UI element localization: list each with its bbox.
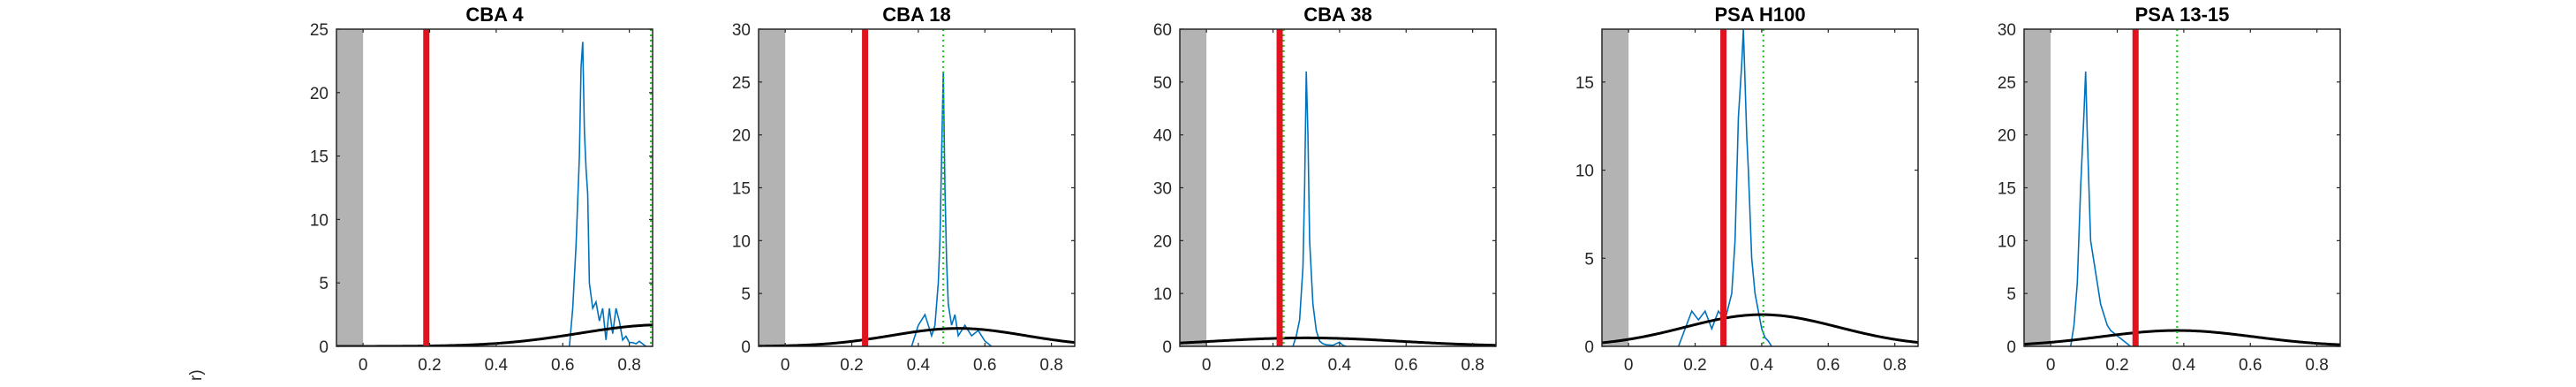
plot-area [2024, 29, 2340, 346]
x-tick-label: 0.4 [485, 356, 509, 375]
y-axis-label-fragment: r) [187, 369, 206, 381]
y-tick-label: 15 [1998, 180, 2016, 199]
x-tick-label: 0.4 [1750, 356, 1774, 375]
plot-area [1602, 29, 1918, 346]
y-tick-label: 15 [310, 148, 329, 167]
distribution-trace [1677, 29, 1772, 346]
distribution-trace [568, 42, 646, 346]
x-tick-label: 0.8 [617, 356, 640, 375]
x-tick-label: 0.2 [1683, 356, 1706, 375]
x-tick-label: 0 [1202, 356, 1212, 375]
gaussian-curve [1180, 336, 1496, 346]
axes-box [336, 28, 653, 347]
chart-title: CBA 18 [882, 4, 950, 26]
y-tick-label: 60 [1153, 21, 1172, 40]
x-tick-label: 0.8 [1883, 356, 1906, 375]
gray-band [1180, 29, 1207, 346]
x-tick-label: 0 [1624, 356, 1634, 375]
x-tick-label: 0.2 [840, 356, 863, 375]
chart-title: PSA H100 [1714, 4, 1805, 26]
y-tick-label: 25 [732, 74, 751, 93]
y-tick-label: 30 [1998, 21, 2016, 40]
x-tick-label: 0.6 [2239, 356, 2262, 375]
y-tick-label: 20 [310, 85, 329, 103]
plot-area [336, 29, 653, 346]
y-tick-label: 40 [1153, 127, 1172, 146]
x-tick-label: 0.4 [1328, 356, 1352, 375]
gaussian-curve [759, 327, 1075, 346]
y-tick-label: 0 [741, 338, 751, 357]
x-tick-label: 0.4 [2172, 356, 2196, 375]
chart-cba-4: 0 0.2 0.4 0.6 0.8 0 5 10 15 20 25 CBA 4 [310, 4, 653, 375]
plot-area [1180, 29, 1496, 346]
y-tick-label: 20 [1998, 127, 2016, 146]
y-tick-label: 5 [319, 275, 329, 293]
gaussian-curve [2024, 329, 2340, 346]
x-tick-label: 0.6 [973, 356, 996, 375]
y-tick-label: 10 [1153, 285, 1172, 304]
y-tick-label: 30 [732, 21, 751, 40]
y-tick-label: 50 [1153, 74, 1172, 93]
x-tick-label: 0.8 [1461, 356, 1484, 375]
x-tick-label: 0 [2046, 356, 2056, 375]
y-tick-label: 10 [732, 232, 751, 251]
chart-title: CBA 38 [1303, 4, 1371, 26]
x-tick-label: 0.2 [1261, 356, 1284, 375]
chart-title: PSA 13-15 [2135, 4, 2230, 26]
y-tick-label: 25 [310, 21, 329, 40]
y-tick-label: 10 [1998, 232, 2016, 251]
y-tick-label: 5 [2006, 285, 2016, 304]
y-tick-label: 5 [741, 285, 751, 304]
x-tick-label: 0.2 [418, 356, 441, 375]
x-tick-label: 0.6 [1394, 356, 1417, 375]
y-tick-label: 15 [732, 180, 751, 199]
y-tick-label: 10 [310, 211, 329, 230]
distribution-trace [1292, 71, 1347, 346]
gray-band [759, 29, 786, 346]
gray-band [1602, 29, 1629, 346]
gray-band [2024, 29, 2051, 346]
gaussian-curve [1602, 313, 1918, 345]
y-tick-label: 30 [1153, 180, 1172, 199]
x-tick-label: 0.8 [1039, 356, 1062, 375]
y-tick-label: 20 [1153, 232, 1172, 251]
y-tick-label: 5 [1584, 250, 1594, 269]
x-tick-label: 0.2 [2105, 356, 2128, 375]
chart-cba-18: 0 0.2 0.4 0.6 0.8 0 5 10 15 20 25 30 CBA 18 [732, 4, 1076, 375]
y-tick-label: 20 [732, 127, 751, 146]
y-tick-label: 0 [1162, 338, 1172, 357]
axes-box [1601, 28, 1919, 347]
x-tick-label: 0.6 [1817, 356, 1839, 375]
y-tick-label: 0 [319, 338, 329, 357]
chart-title: CBA 4 [465, 4, 524, 26]
x-tick-label: 0 [781, 356, 790, 375]
x-tick-label: 0.4 [907, 356, 931, 375]
distribution-trace [2069, 71, 2132, 346]
chart-psa-h100: 0 0.2 0.4 0.6 0.8 0 5 10 15 PSA H100 [1575, 4, 1919, 375]
chart-psa-13-15: 0 0.2 0.4 0.6 0.8 0 5 10 15 20 25 30 PSA 13-15 [1998, 4, 2341, 375]
y-tick-label: 10 [1575, 163, 1594, 181]
gray-band [336, 29, 364, 346]
y-tick-label: 0 [1584, 338, 1594, 357]
x-tick-label: 0.8 [2305, 356, 2328, 375]
y-tick-label: 0 [2006, 338, 2016, 357]
y-tick-label: 15 [1575, 74, 1594, 93]
plot-area [759, 29, 1075, 346]
x-tick-label: 0 [359, 356, 368, 375]
x-tick-label: 0.6 [551, 356, 574, 375]
y-tick-label: 25 [1998, 74, 2016, 93]
chart-cba-38: 0 0.2 0.4 0.6 0.8 0 10 20 30 40 50 60 CBA 38 [1153, 4, 1497, 375]
